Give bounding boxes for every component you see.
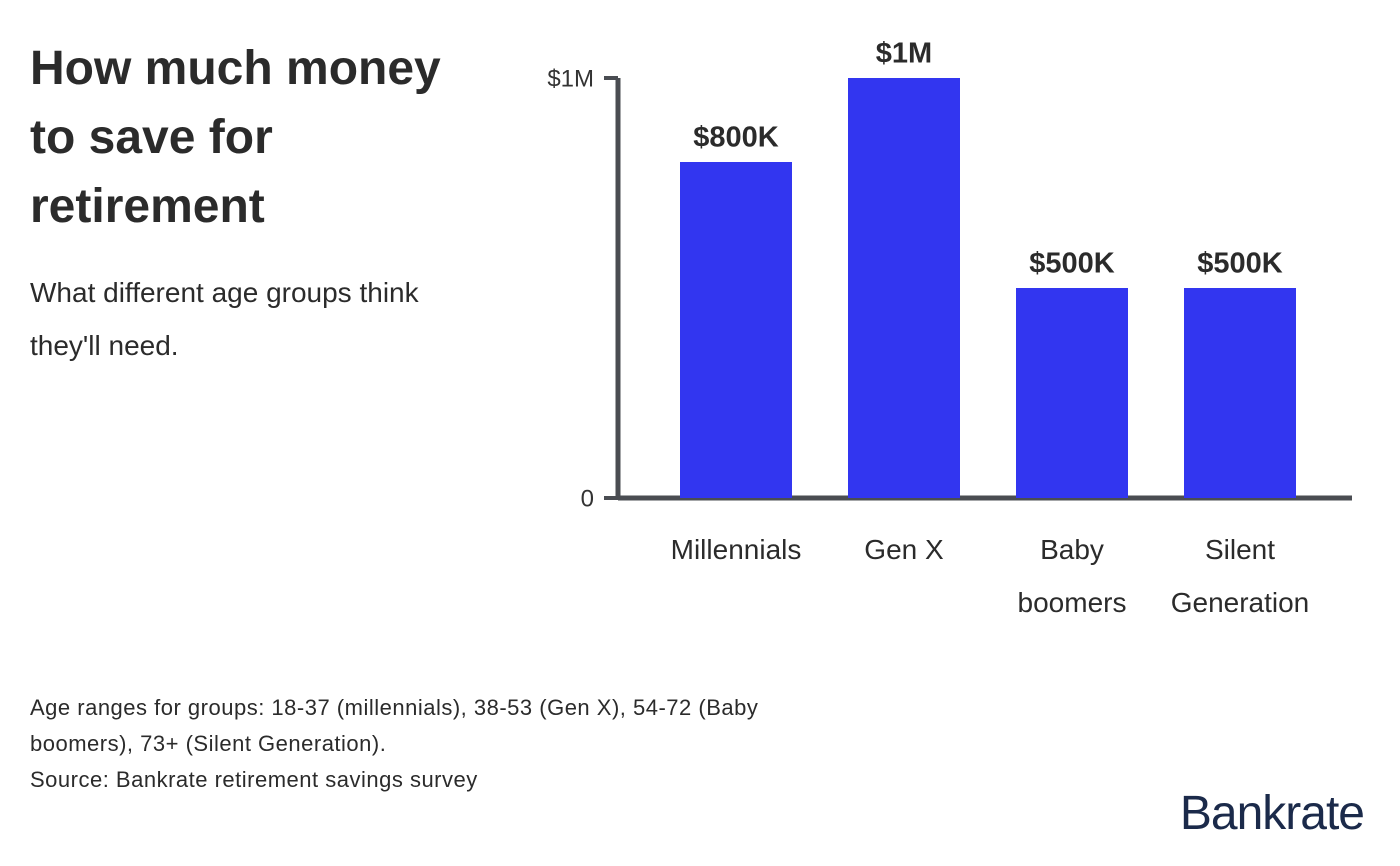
chart-subtitle: What different age groups think they'll … bbox=[30, 277, 419, 361]
source: Source: Bankrate retirement savings surv… bbox=[30, 767, 478, 792]
y-tick-label: 0 bbox=[581, 485, 594, 512]
x-tick-label: Millennials bbox=[670, 534, 802, 565]
x-tick-label: Silent Generation bbox=[1170, 534, 1310, 618]
bar bbox=[1016, 288, 1128, 498]
bar bbox=[1184, 288, 1296, 498]
value-label: $500K bbox=[1029, 248, 1115, 280]
chart-title: How much money to save for retirement bbox=[30, 42, 441, 233]
x-tick-label: Baby boomers bbox=[1017, 534, 1127, 618]
footnote: Age ranges for groups: 18-37 (millennial… bbox=[30, 695, 759, 756]
logo: Bankrate bbox=[1179, 787, 1365, 840]
value-label: $500K bbox=[1197, 248, 1283, 280]
value-label: $1M bbox=[876, 38, 932, 70]
x-tick-label: Gen X bbox=[864, 534, 944, 565]
value-label: $800K bbox=[693, 122, 779, 154]
y-tick-label: $1M bbox=[547, 65, 594, 92]
bar bbox=[680, 162, 792, 498]
bar bbox=[848, 78, 960, 498]
